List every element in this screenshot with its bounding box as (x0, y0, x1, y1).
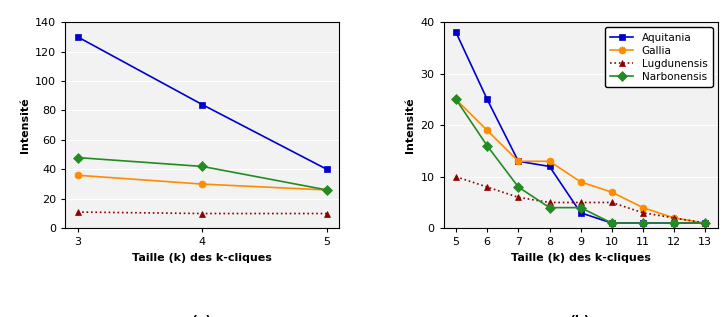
Narbonensis (639, 221, 647, 225)
Lugdunensis (670, 216, 679, 220)
Line: Gallia: Gallia (452, 96, 709, 227)
Aquitania (323, 167, 331, 171)
Aquitania (452, 30, 460, 34)
Lugdunensis (514, 195, 523, 199)
Legend: Aquitania, Gallia, Lugdunensis, Narbonensis: Aquitania, Gallia, Lugdunensis, Narbonen… (605, 27, 713, 87)
Gallia (452, 98, 460, 101)
Lugdunensis (701, 221, 710, 225)
Lugdunensis (545, 201, 554, 204)
Aquitania (701, 221, 710, 225)
Aquitania (483, 98, 492, 101)
Gallia (639, 206, 647, 210)
Aquitania (639, 221, 647, 225)
Line: Lugdunensis: Lugdunensis (452, 173, 709, 227)
Text: (a): (a) (192, 315, 212, 317)
Narbonensis (514, 185, 523, 189)
Gallia (323, 188, 331, 192)
Line: Lugdunensis: Lugdunensis (74, 209, 331, 217)
Lugdunensis (576, 201, 585, 204)
Narbonensis (670, 221, 679, 225)
Aquitania (576, 211, 585, 215)
Narbonensis (545, 206, 554, 210)
Gallia (701, 221, 710, 225)
Line: Gallia: Gallia (74, 172, 331, 193)
Narbonensis (608, 221, 616, 225)
Aquitania (73, 35, 82, 39)
Narbonensis (701, 221, 710, 225)
Gallia (608, 190, 616, 194)
Lugdunensis (608, 201, 616, 204)
Line: Narbonensis: Narbonensis (74, 154, 331, 193)
Narbonensis (483, 144, 492, 148)
Narbonensis (576, 206, 585, 210)
Narbonensis (452, 98, 460, 101)
Narbonensis (198, 165, 207, 168)
Lugdunensis (452, 175, 460, 179)
Aquitania (514, 159, 523, 163)
Lugdunensis (639, 211, 647, 215)
Line: Aquitania: Aquitania (452, 29, 709, 227)
Line: Aquitania: Aquitania (74, 33, 331, 173)
Lugdunensis (323, 212, 331, 216)
Narbonensis (323, 188, 331, 192)
Gallia (514, 159, 523, 163)
Aquitania (545, 165, 554, 168)
X-axis label: Taille (k) des k-cliques: Taille (k) des k-cliques (510, 253, 650, 263)
Gallia (576, 180, 585, 184)
Lugdunensis (73, 210, 82, 214)
X-axis label: Taille (k) des k-cliques: Taille (k) des k-cliques (133, 253, 273, 263)
Y-axis label: Intensité: Intensité (405, 97, 415, 153)
Gallia (545, 159, 554, 163)
Aquitania (198, 103, 207, 107)
Gallia (73, 173, 82, 177)
Gallia (483, 128, 492, 132)
Narbonensis (73, 156, 82, 159)
Line: Narbonensis: Narbonensis (452, 96, 709, 227)
Text: (b): (b) (571, 315, 591, 317)
Aquitania (670, 221, 679, 225)
Gallia (198, 182, 207, 186)
Gallia (670, 216, 679, 220)
Y-axis label: Intensité: Intensité (20, 97, 30, 153)
Aquitania (608, 221, 616, 225)
Lugdunensis (483, 185, 492, 189)
Lugdunensis (198, 212, 207, 216)
